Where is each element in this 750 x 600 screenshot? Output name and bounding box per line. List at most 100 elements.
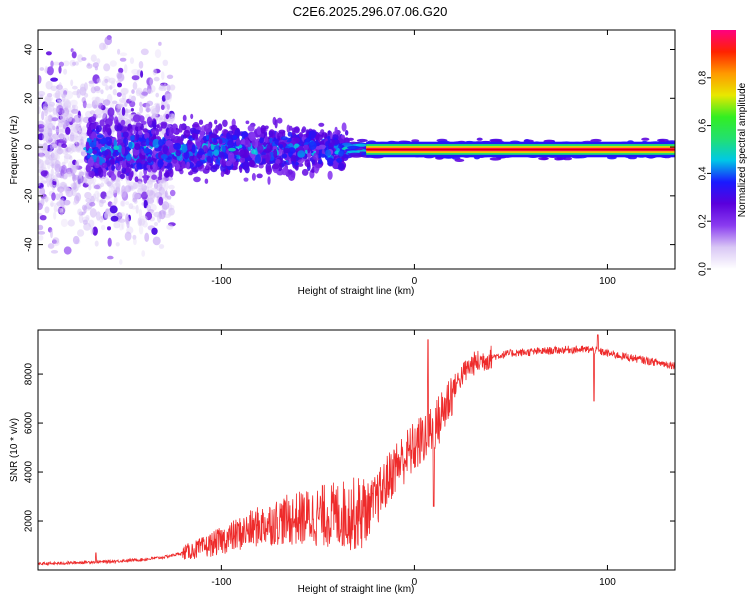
heatmap-cell bbox=[72, 122, 80, 132]
snr-ticks: -100 0 100 2000 4000 6000 8000 bbox=[24, 330, 675, 588]
heatmap-cell bbox=[129, 164, 134, 169]
heatmap-cell bbox=[288, 169, 293, 175]
heatmap-cell bbox=[132, 81, 138, 90]
heatmap-cell bbox=[90, 227, 94, 235]
heatmap-cell bbox=[160, 154, 168, 160]
heatmap-cell bbox=[282, 166, 288, 173]
heatmap-cell bbox=[39, 215, 47, 221]
figure-title: C2E6.2025.296.07.06.G20 bbox=[293, 4, 448, 19]
heatmap-cell bbox=[245, 120, 250, 125]
heatmap-cell bbox=[259, 137, 264, 144]
heatmap-cell bbox=[85, 214, 90, 221]
heatmap-cell bbox=[49, 202, 57, 207]
heatmap-ytick-label: 20 bbox=[24, 92, 35, 104]
snr-frame bbox=[37, 329, 676, 571]
heatmap-cell bbox=[142, 128, 148, 133]
colorbar-label: Normalized spectral amplitude bbox=[737, 82, 748, 217]
heatmap-cell bbox=[160, 121, 168, 127]
heatmap-cell bbox=[38, 235, 44, 241]
heatmap-cell bbox=[163, 83, 167, 92]
heatmap-cell bbox=[158, 41, 162, 46]
heatmap-cell bbox=[75, 147, 83, 153]
heatmap-cell bbox=[125, 154, 132, 162]
heatmap-cell bbox=[204, 178, 209, 184]
heatmap-cell bbox=[119, 52, 128, 57]
heatmap-cell bbox=[111, 80, 115, 85]
heatmap-cell bbox=[146, 100, 154, 107]
heatmap-cell bbox=[275, 159, 281, 164]
heatmap-cell bbox=[168, 134, 176, 139]
heatmap-cell bbox=[75, 123, 82, 131]
heatmap-cell bbox=[50, 250, 59, 254]
colorbar-tick-label: 0.0 bbox=[698, 262, 709, 276]
heatmap-cell bbox=[51, 117, 59, 122]
heatmap-cell bbox=[87, 158, 94, 167]
heatmap-cell bbox=[53, 174, 58, 182]
heatmap-cell bbox=[251, 173, 256, 181]
heatmap-cell bbox=[62, 98, 70, 106]
snr-xtick-label: 0 bbox=[412, 577, 418, 588]
heatmap-cell bbox=[298, 132, 303, 138]
heatmap-cell bbox=[130, 95, 136, 103]
heatmap-cell bbox=[158, 196, 164, 206]
heatmap-cell bbox=[100, 182, 105, 187]
heatmap-cell bbox=[101, 150, 109, 156]
heatmap-cell bbox=[147, 195, 153, 203]
heatmap-cell bbox=[143, 174, 148, 184]
heatmap-cell bbox=[251, 139, 256, 147]
heatmap-cell bbox=[102, 171, 107, 177]
heatmap-cell bbox=[130, 171, 134, 178]
heatmap-cell bbox=[158, 244, 165, 249]
heatmap-cell bbox=[77, 54, 83, 63]
heatmap-cell bbox=[156, 124, 160, 129]
heatmap-cell bbox=[133, 238, 137, 246]
heatmap-cell bbox=[40, 170, 48, 177]
heatmap-cell bbox=[59, 172, 65, 179]
heatmap-cell bbox=[105, 85, 110, 91]
heatmap-cell bbox=[70, 99, 78, 107]
heatmap-cell bbox=[356, 138, 368, 143]
heatmap-cell bbox=[137, 130, 143, 136]
heatmap-cell bbox=[149, 141, 154, 146]
heatmap-cell bbox=[342, 142, 352, 146]
heatmap-cell bbox=[130, 135, 135, 141]
heatmap-cell bbox=[164, 90, 171, 101]
heatmap-cell bbox=[214, 119, 218, 125]
heatmap-cell bbox=[327, 170, 333, 180]
heatmap-cell bbox=[198, 119, 204, 125]
heatmap-cell bbox=[276, 117, 283, 124]
heatmap-cell bbox=[47, 122, 54, 131]
heatmap-cell bbox=[50, 229, 53, 239]
heatmap-cell bbox=[56, 99, 62, 104]
heatmap-cell bbox=[131, 75, 140, 81]
colorbar-tick-label: 0.8 bbox=[698, 70, 709, 84]
heatmap-cell bbox=[92, 226, 98, 236]
heatmap-cell bbox=[193, 176, 201, 183]
heatmap-cell bbox=[260, 124, 266, 134]
heatmap-cell bbox=[71, 118, 76, 124]
heatmap-cell bbox=[301, 141, 305, 147]
heatmap-cell bbox=[85, 181, 93, 185]
heatmap-cell bbox=[199, 130, 205, 138]
heatmap-cell bbox=[99, 42, 106, 51]
heatmap-cell bbox=[187, 139, 192, 145]
heatmap-cell bbox=[116, 92, 122, 97]
heatmap-cell bbox=[135, 122, 142, 128]
heatmap-cell bbox=[305, 129, 309, 138]
heatmap-cell bbox=[227, 139, 234, 149]
heatmap-cell bbox=[46, 104, 55, 113]
heatmap-cell bbox=[111, 164, 115, 171]
heatmap-ticks: -100 0 100 -40 -20 0 20 40 bbox=[24, 30, 675, 287]
heatmap-cell bbox=[88, 82, 95, 87]
heatmap-cell bbox=[124, 185, 132, 193]
heatmap-cell bbox=[65, 188, 74, 198]
heatmap-cell bbox=[85, 164, 91, 173]
heatmap-cell bbox=[144, 232, 150, 242]
heatmap-cell bbox=[158, 139, 165, 146]
heatmap-cell bbox=[124, 231, 132, 241]
heatmap-cell bbox=[140, 70, 144, 78]
heatmap-cell bbox=[63, 154, 72, 160]
heatmap-cell bbox=[89, 110, 96, 115]
heatmap-cell bbox=[100, 146, 107, 152]
heatmap-cell bbox=[138, 225, 144, 235]
